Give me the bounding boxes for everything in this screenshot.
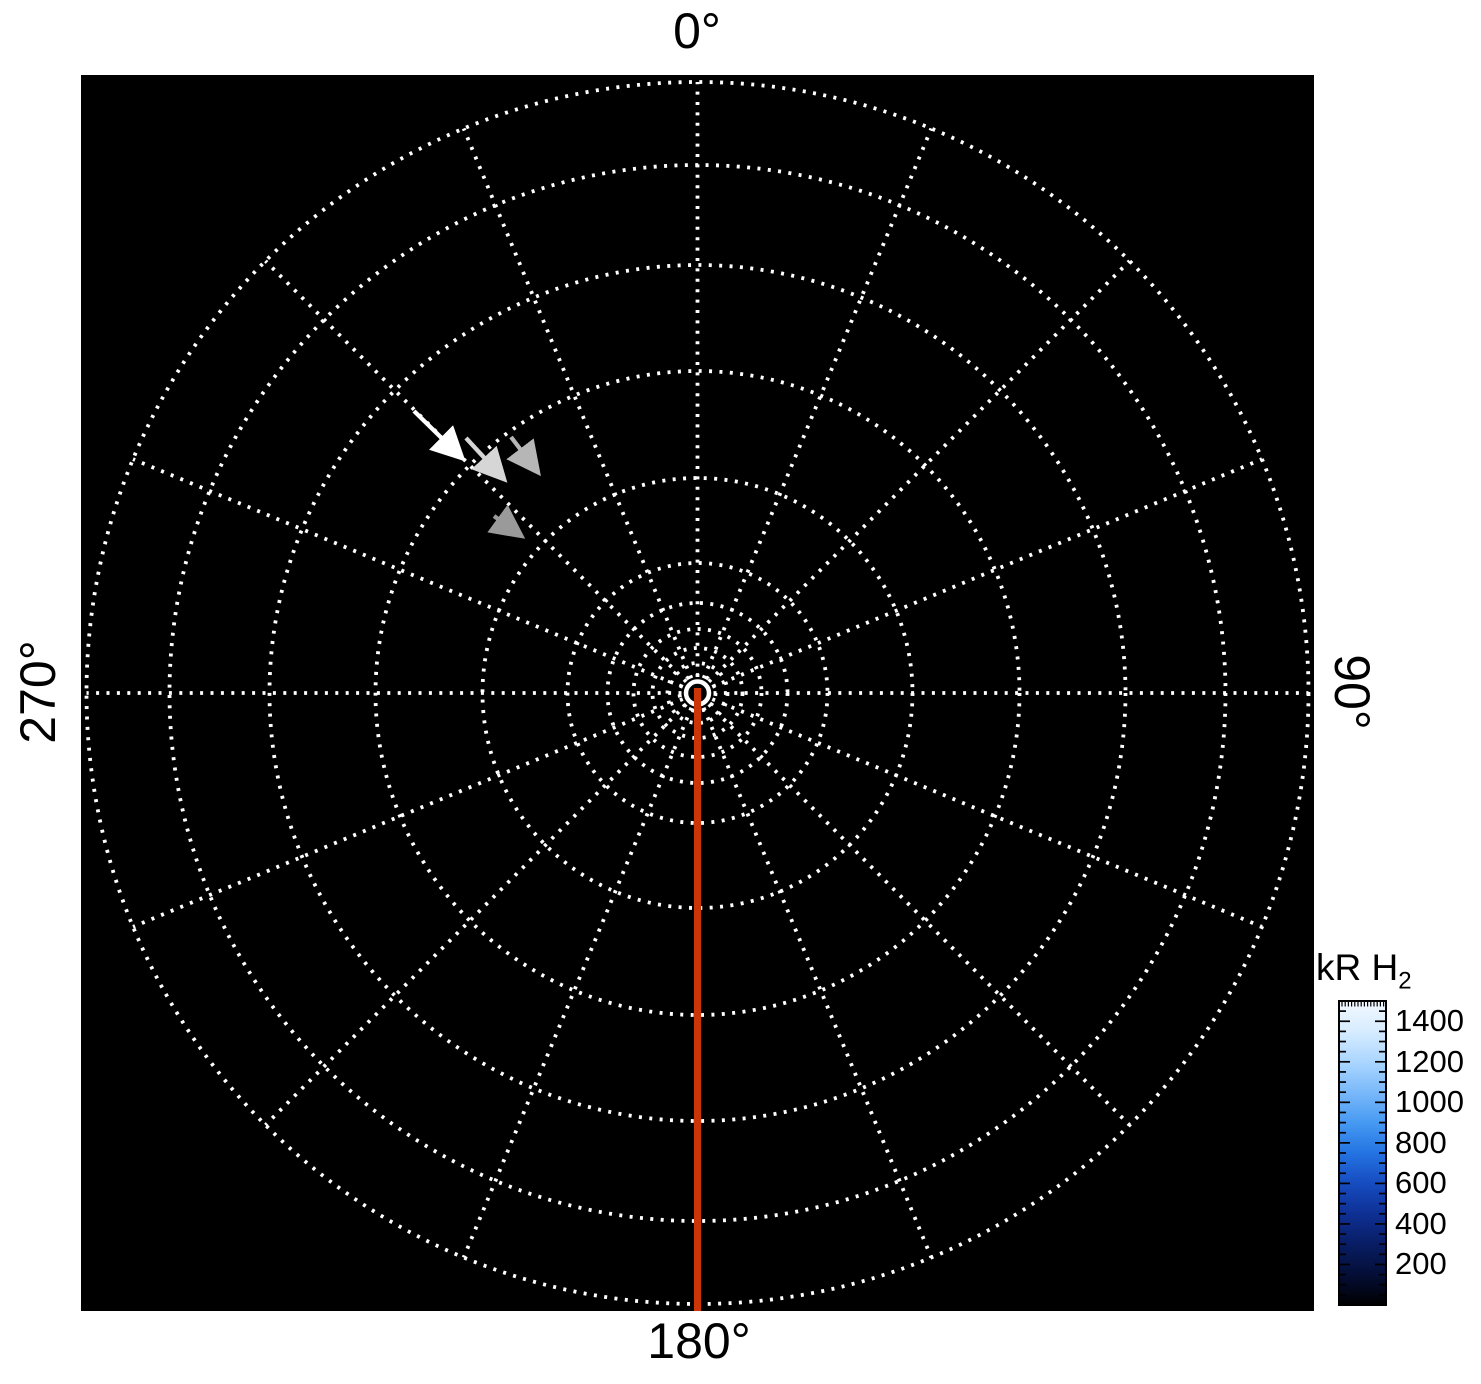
colorbar-title: kR H2	[1316, 947, 1412, 995]
colorbar-title-text: kR H	[1316, 947, 1399, 988]
grid-circle	[665, 661, 730, 725]
colorbar-tick-label: 400	[1395, 1205, 1447, 1241]
colorbar-ticks	[1340, 1002, 1385, 1296]
angle-label-0: 0°	[673, 3, 721, 59]
arrow-dimgray	[487, 504, 526, 539]
colorbar-tick-label: 1000	[1395, 1084, 1464, 1120]
angle-label-270: 270°	[10, 640, 66, 744]
arrow-white	[412, 409, 466, 462]
arrow-gray	[506, 435, 541, 477]
grid-circle	[373, 369, 1022, 1017]
angle-label-180: 180°	[647, 1313, 751, 1369]
colorbar-tick-label: 1400	[1395, 1003, 1464, 1039]
colorbar-tick-label: 1200	[1395, 1043, 1464, 1079]
grid-circle	[631, 627, 764, 759]
colorbar-tick-label: 600	[1395, 1165, 1447, 1201]
colorbar-title-subscript: 2	[1398, 967, 1412, 995]
colorbar	[1338, 1000, 1387, 1306]
angle-label-90: 90°	[1324, 654, 1380, 730]
grid-circle	[267, 263, 1128, 1123]
grid-circle	[565, 561, 830, 825]
arrow-lightgray	[464, 436, 508, 483]
colorbar-tick-label: 200	[1395, 1246, 1447, 1282]
grid-circle	[650, 646, 745, 740]
colorbar-tick-label: 800	[1395, 1124, 1447, 1160]
